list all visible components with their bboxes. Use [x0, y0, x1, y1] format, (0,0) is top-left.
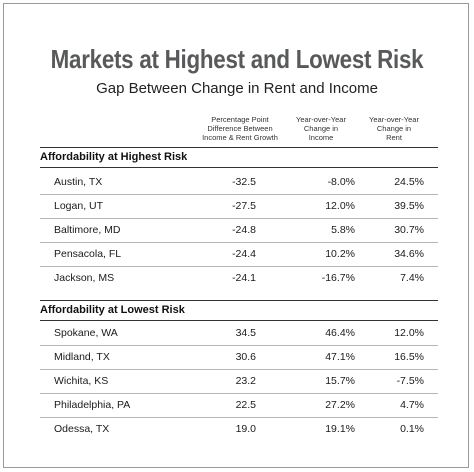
difference-cell: -32.5: [232, 176, 256, 188]
table-row: Logan, UT -27.5 12.0% 39.5%: [40, 194, 438, 218]
difference-cell: -24.8: [232, 224, 256, 236]
market-cell: Spokane, WA: [54, 327, 118, 339]
document-frame: [3, 3, 469, 468]
column-header-line: Income: [308, 133, 334, 142]
table-row: Jackson, MS -24.1 -16.7% 7.4%: [40, 266, 438, 290]
market-cell: Jackson, MS: [54, 272, 115, 284]
income-cell: 46.4%: [325, 327, 355, 339]
table-row: Philadelphia, PA 22.5 27.2% 4.7%: [40, 393, 438, 417]
income-cell: 15.7%: [325, 375, 355, 387]
rent-cell: 39.5%: [394, 200, 424, 212]
column-header-rent: Year-over-Year Change in Rent: [354, 115, 434, 142]
rent-cell: 4.7%: [400, 399, 424, 411]
rent-cell: 0.1%: [400, 423, 424, 435]
section-rule: [40, 147, 438, 148]
column-header-line: Percentage Point: [211, 115, 269, 124]
difference-cell: 23.2: [235, 375, 256, 387]
column-header-line: Income & Rent Growth: [202, 133, 278, 142]
row-divider: [40, 194, 438, 195]
section-title-highest-risk: Affordability at Highest Risk: [40, 151, 188, 163]
market-cell: Baltimore, MD: [54, 224, 121, 236]
rent-cell: 12.0%: [394, 327, 424, 339]
section-rule: [40, 300, 438, 301]
table-row: Spokane, WA 34.5 46.4% 12.0%: [40, 321, 438, 345]
market-cell: Philadelphia, PA: [54, 399, 131, 411]
rent-cell: 34.6%: [394, 248, 424, 260]
row-divider: [40, 242, 438, 243]
page-title: Markets at Highest and Lowest Risk: [50, 44, 424, 74]
difference-cell: 19.0: [235, 423, 256, 435]
row-divider: [40, 345, 438, 346]
rent-cell: -7.5%: [396, 375, 424, 387]
income-cell: 5.8%: [331, 224, 355, 236]
row-divider: [40, 218, 438, 219]
table-row: Baltimore, MD -24.8 5.8% 30.7%: [40, 218, 438, 242]
difference-cell: -24.4: [232, 248, 256, 260]
row-divider: [40, 417, 438, 418]
row-divider: [40, 369, 438, 370]
market-cell: Austin, TX: [54, 176, 103, 188]
row-divider: [40, 393, 438, 394]
difference-cell: 30.6: [235, 351, 256, 363]
income-cell: -8.0%: [327, 176, 355, 188]
rent-cell: 16.5%: [394, 351, 424, 363]
income-cell: 27.2%: [325, 399, 355, 411]
section-title-lowest-risk: Affordability at Lowest Risk: [40, 304, 185, 316]
income-cell: 10.2%: [325, 248, 355, 260]
table-row: Odessa, TX 19.0 19.1% 0.1%: [40, 417, 438, 441]
column-header-difference: Percentage Point Difference Between Inco…: [190, 115, 290, 142]
table-row: Wichita, KS 23.2 15.7% -7.5%: [40, 369, 438, 393]
column-header-line: Change in: [376, 124, 412, 133]
difference-cell: -27.5: [232, 200, 256, 212]
rent-cell: 24.5%: [394, 176, 424, 188]
row-divider: [40, 266, 438, 267]
income-cell: 47.1%: [325, 351, 355, 363]
income-cell: -16.7%: [321, 272, 355, 284]
rent-cell: 30.7%: [394, 224, 424, 236]
table-row: Pensacola, FL -24.4 10.2% 34.6%: [40, 242, 438, 266]
column-header-line: Year-over-Year: [369, 115, 419, 124]
difference-cell: -24.1: [232, 272, 256, 284]
column-header-line: Difference Between: [207, 124, 273, 133]
difference-cell: 22.5: [235, 399, 256, 411]
market-cell: Midland, TX: [54, 351, 110, 363]
market-cell: Odessa, TX: [54, 423, 110, 435]
column-header-line: Year-over-Year: [296, 115, 346, 124]
column-header-line: Change in: [303, 124, 339, 133]
market-cell: Wichita, KS: [54, 375, 109, 387]
section-rule: [40, 320, 438, 321]
income-cell: 19.1%: [325, 423, 355, 435]
column-header-line: Rent: [386, 133, 402, 142]
market-cell: Pensacola, FL: [54, 248, 122, 260]
difference-cell: 34.5: [235, 327, 256, 339]
table-row: Austin, TX -32.5 -8.0% 24.5%: [40, 170, 438, 194]
market-cell: Logan, UT: [54, 200, 104, 212]
rent-cell: 7.4%: [400, 272, 424, 284]
income-cell: 12.0%: [325, 200, 355, 212]
page-subtitle: Gap Between Change in Rent and Income: [96, 80, 378, 97]
column-header-income: Year-over-Year Change in Income: [281, 115, 361, 142]
table-row: Midland, TX 30.6 47.1% 16.5%: [40, 345, 438, 369]
section-rule: [40, 167, 438, 168]
